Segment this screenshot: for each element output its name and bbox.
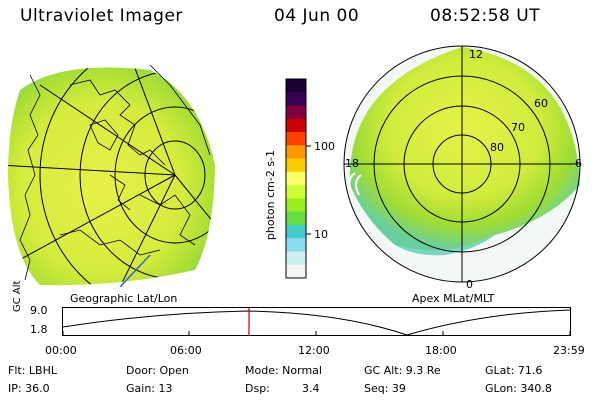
apex-panel-label: Apex MLat/MLT [412,292,495,305]
colorbar-swatch [286,185,306,199]
colorbar-swatch [286,158,306,173]
timeline-y-tick-9: 9.0 [30,304,48,317]
dsp-readout-label: Dsp: [245,382,270,395]
orbit-altitude-plot [62,307,571,336]
colorbar-swatch [286,132,306,146]
glat-readout: GLat: 71.6 [485,364,543,377]
filter-readout: Flt: LBHL [8,364,57,377]
colorbar-swatch [286,211,306,226]
colorbar-gradient [286,79,306,279]
mlat-label-60: 60 [534,97,548,110]
window-title: Ultraviolet Imager [20,6,183,26]
gc-alt-readout: GC Alt: 9.3 Re [364,364,441,377]
timeline-x-tick-0000: 00:00 [45,344,77,357]
mlt-label-12: 12 [469,48,483,61]
timeline-x-tick-1200: 12:00 [298,344,330,357]
timeline-x-tick-0600: 06:00 [170,344,202,357]
colorbar-tick-100: 100 [314,140,335,153]
colorbar-swatch [286,145,306,160]
colorbar-swatch [286,238,306,252]
geographic-map [8,64,215,287]
date-label: 04 Jun 00 [274,6,360,26]
polar-map [343,45,581,283]
mlat-label-80: 80 [490,141,504,154]
colorbar-swatch [286,92,306,107]
timeline-y-tick-1-8: 1.8 [30,323,48,336]
gain-readout: Gain: 13 [126,382,173,395]
colorbar-swatch [286,79,306,93]
mlat-grid [343,45,581,283]
geographic-panel-label: Geographic Lat/Lon [70,292,178,305]
coastlines [19,64,211,281]
ip-readout: IP: 36.0 [8,382,50,395]
colorbar-tick-10: 10 [314,228,328,241]
time-label: 08:52:58 UT [430,6,541,26]
timeline-x-tick-1800: 18:00 [425,344,457,357]
mlat-label-70: 70 [511,121,525,134]
door-readout: Door: Open [126,364,189,377]
orbit-altitude-curve [62,309,571,336]
aurora-image-polar [349,47,580,251]
colorbar-swatch [286,118,306,133]
dsp-readout-value: 3.4 [302,382,320,395]
mlt-label-18: 18 [345,157,359,170]
mode-readout: Mode: Normal [245,364,322,377]
glon-readout: GLon: 340.8 [485,382,552,395]
colorbar-swatch [286,224,306,239]
mlt-label-6: 6 [575,157,582,170]
color-scale: photon cm-2 s-1 [264,78,311,279]
timeline-x-tick-2359: 23:59 [553,344,585,357]
seq-readout: Seq: 39 [364,382,406,395]
mlt-label-0: 0 [466,278,473,291]
colorbar-unit-label: photon cm-2 s-1 [264,150,277,240]
colorbar-swatch [286,171,306,186]
colorbar-swatch [286,105,306,120]
timeline-y-label: GC Alt [12,280,23,312]
colorbar-swatch [286,251,306,266]
colorbar-swatch [286,264,306,279]
colorbar-swatch [286,198,306,213]
